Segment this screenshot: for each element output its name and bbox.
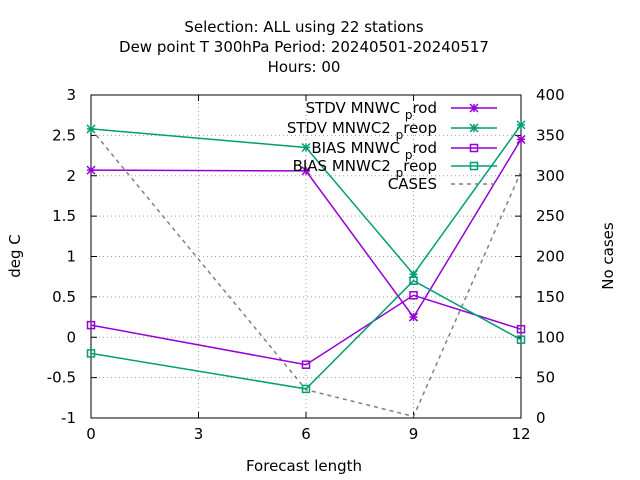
y-tick-label: 1 — [66, 248, 76, 266]
legend-marker — [469, 103, 479, 113]
legend-label-tail: reop — [403, 119, 437, 137]
data-point — [301, 142, 311, 153]
legend-marker — [469, 161, 479, 171]
y2-tick-label: 400 — [536, 86, 565, 104]
chart-title-line-2: Dew point T 300hPa Period: 20240501-2024… — [119, 38, 489, 56]
chart-title-line-1: Selection: ALL using 22 stations — [184, 18, 423, 36]
legend-label-subscript: p — [405, 108, 413, 122]
legend-label: STDV MNWC2 preop — [287, 119, 437, 142]
y-tick-label: 0 — [66, 328, 76, 346]
chart-title-line-3: Hours: 00 — [268, 58, 341, 76]
y-tick-label: 2.5 — [52, 126, 76, 144]
series-line — [90, 294, 522, 366]
y-tick-label: 2 — [66, 167, 76, 185]
legend-label-tail: rod — [412, 99, 437, 117]
legend-item: STDV MNWC prod — [306, 99, 497, 122]
data-point — [86, 124, 96, 134]
legend-item: BIAS MNWC prod — [311, 139, 497, 162]
marker-stroke — [516, 134, 526, 144]
y-axis-label: deg C — [6, 234, 24, 278]
data-point — [301, 384, 311, 394]
chart-title: Selection: ALL using 22 stations Dew poi… — [119, 18, 489, 76]
legend-item: STDV MNWC2 preop — [287, 119, 497, 142]
series-stdv-mnwc-prod — [86, 134, 526, 322]
series-bias-mnwc-prod — [86, 291, 526, 369]
series-line — [90, 128, 522, 418]
series-line — [90, 124, 522, 276]
marker-stroke — [516, 120, 526, 130]
marker-stroke — [408, 312, 419, 322]
x-tick-label: 0 — [86, 425, 96, 443]
axis-ticks: 0 3 6 9 12 -1 -0.5 0 0.5 1 1.5 2 2.5 3 0 50 100 150 200 250… — [47, 86, 565, 443]
x-tick-label: 9 — [409, 425, 419, 443]
y2-tick-label: 100 — [536, 328, 565, 346]
data-point — [408, 312, 419, 322]
marker-stroke — [301, 166, 311, 176]
marker-stroke — [86, 124, 96, 134]
legend-label-main: BIAS MNWC — [311, 139, 405, 157]
data-point — [516, 335, 526, 344]
data-point — [516, 120, 526, 130]
y-tick-label: 0.5 — [52, 288, 76, 306]
marker-stroke — [301, 142, 311, 153]
legend-marker — [469, 143, 479, 153]
data-point — [409, 291, 418, 300]
x-tick-label: 6 — [301, 425, 311, 443]
data-point — [409, 276, 418, 285]
legend-label: CASES — [388, 175, 437, 193]
legend-label-main: STDV MNWC2 — [287, 119, 396, 137]
data-point — [516, 324, 526, 334]
y2-tick-label: 300 — [536, 167, 565, 185]
y2-tick-label: 250 — [536, 207, 565, 225]
legend-label-main: CASES — [388, 175, 437, 193]
legend-label-subscript: p — [405, 148, 413, 162]
legend-marker — [469, 123, 479, 133]
y2-tick-label: 150 — [536, 288, 565, 306]
series-line — [90, 279, 522, 390]
data-point — [301, 166, 311, 176]
y-tick-label: -0.5 — [47, 369, 76, 387]
legend-item: CASES — [388, 175, 497, 193]
marker-stroke — [469, 103, 479, 113]
y-tick-label: 3 — [66, 86, 76, 104]
data-point — [516, 134, 526, 144]
series-cases — [90, 128, 522, 418]
legend-item: BIAS MNWC2 preop — [293, 157, 497, 180]
data-point — [301, 360, 311, 369]
data-point — [86, 165, 96, 175]
legend-label: STDV MNWC prod — [306, 99, 437, 122]
series-line — [90, 139, 522, 319]
legend-label-subscript: p — [396, 166, 404, 180]
x-tick-label: 3 — [194, 425, 204, 443]
legend-label-tail: rod — [412, 139, 437, 157]
series-group — [86, 120, 526, 418]
marker-stroke — [86, 165, 96, 175]
legend-label: BIAS MNWC2 preop — [293, 157, 437, 180]
y2-tick-label: 50 — [536, 369, 555, 387]
legend-label: BIAS MNWC prod — [311, 139, 437, 162]
data-point — [86, 320, 96, 330]
y2-tick-label: 200 — [536, 248, 565, 266]
y2-tick-label: 0 — [536, 409, 546, 427]
marker-stroke — [469, 123, 479, 133]
data-point — [86, 349, 96, 358]
y2-axis-label: No cases — [599, 222, 617, 290]
legend-label-tail: reop — [403, 157, 437, 175]
y-tick-label: 1.5 — [52, 207, 76, 225]
x-tick-label: 12 — [511, 425, 530, 443]
grid — [91, 95, 521, 418]
legend-label-subscript: p — [396, 128, 404, 142]
y2-tick-label: 350 — [536, 126, 565, 144]
x-axis-label: Forecast length — [246, 457, 362, 475]
legend-label-main: BIAS MNWC2 — [293, 157, 396, 175]
series-bias-mnwc2-preop — [86, 276, 526, 394]
y-tick-label: -1 — [61, 409, 76, 427]
legend-label-main: STDV MNWC — [306, 99, 405, 117]
